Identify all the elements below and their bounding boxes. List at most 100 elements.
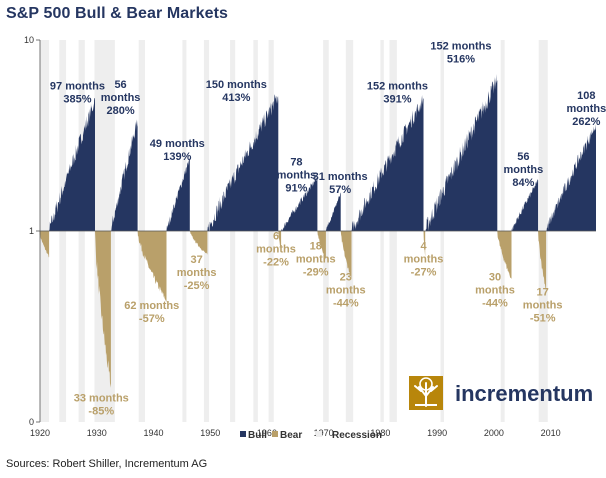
market-labels: 97 months 385%33 months -85%56 months 280%62… [50, 41, 606, 418]
label-line: months [326, 285, 366, 297]
bear-label: 23 months -44% [326, 272, 366, 310]
y-tick-label: 1 [29, 226, 34, 236]
bull-market-area [425, 74, 498, 231]
legend: Bull Bear Recession [240, 430, 382, 441]
label-line: 152 months [430, 41, 491, 53]
bear-market-area [340, 231, 352, 280]
logo: incrementum [409, 376, 593, 410]
legend-label-bull: Bull [248, 430, 267, 441]
x-tick-label: 2000 [484, 428, 504, 438]
label-line: 31 months [313, 171, 368, 183]
label-line: 280% [106, 105, 134, 117]
bull-label: 78 months 91% [277, 157, 317, 195]
bull-label: 56 months 84% [504, 151, 544, 189]
label-line: 23 [340, 272, 352, 284]
bear-market-area [538, 231, 547, 291]
label-line: 62 months [124, 300, 179, 312]
x-tick-label: 1990 [427, 428, 447, 438]
label-line: 56 [114, 79, 126, 91]
bull-label: 150 months 413% [206, 79, 267, 104]
legend-swatch-recession [316, 431, 322, 437]
label-line: 139% [163, 151, 191, 163]
label-line: 108 [577, 90, 595, 102]
label-line: 33 months [74, 393, 129, 405]
label-line: 91% [285, 183, 307, 195]
label-line: 413% [222, 92, 250, 104]
label-line: months [504, 164, 544, 176]
source-note: Sources: Robert Shiller, Incrementum AG [6, 458, 208, 470]
bull-market-area [49, 98, 95, 231]
bull-label: 49 months 139% [150, 138, 205, 163]
label-line: months [566, 103, 606, 115]
tree-icon [409, 376, 443, 410]
bear-label: 6 months -22% [256, 231, 296, 269]
label-line: 56 [517, 151, 529, 163]
bear-market-area [317, 231, 326, 260]
x-tick-label: 1930 [87, 428, 107, 438]
bear-label: 33 months -85% [74, 393, 129, 418]
label-line: -44% [482, 298, 508, 310]
bear-market-area [95, 231, 111, 389]
label-line: -85% [88, 406, 114, 418]
label-line: 78 [290, 157, 302, 169]
label-line: months [256, 244, 296, 256]
legend-swatch-bull [240, 431, 246, 437]
label-line: 6 [273, 231, 279, 243]
label-line: 30 [489, 272, 501, 284]
bear-market-area [497, 231, 512, 280]
bull-label: 152 months 516% [430, 41, 491, 66]
bull-market-area [110, 119, 138, 231]
legend-swatch-bear [272, 431, 278, 437]
x-tick-label: 1950 [200, 428, 220, 438]
bull-market-area [281, 177, 318, 231]
label-line: -22% [263, 257, 289, 269]
x-tick-label: 1920 [30, 428, 50, 438]
label-line: -27% [411, 267, 437, 279]
bear-market-area [278, 231, 282, 252]
x-tick-label: 1980 [370, 428, 390, 438]
label-line: 17 [537, 286, 549, 298]
label-line: 18 [310, 241, 322, 253]
bear-label: 4 months -27% [404, 241, 444, 279]
label-line: months [101, 92, 141, 104]
bull-label: 31 months 57% [313, 171, 368, 196]
label-line: -44% [333, 298, 359, 310]
y-tick-label: 0 [29, 417, 34, 427]
label-line: 385% [63, 94, 91, 106]
label-line: 4 [420, 241, 427, 253]
bull-label: 56 months 280% [101, 79, 141, 117]
label-line: -25% [184, 280, 210, 292]
label-line: months [404, 254, 444, 266]
y-tick-label: 10 [24, 35, 34, 45]
bear-label: 30 months -44% [475, 272, 515, 310]
label-line: months [177, 267, 217, 279]
label-line: 516% [447, 54, 475, 66]
bull-market-area [207, 94, 279, 231]
label-line: 49 months [150, 138, 205, 150]
label-line: 57% [329, 184, 351, 196]
x-tick-label: 1960 [257, 428, 277, 438]
label-line: 391% [383, 94, 411, 106]
bear-market-area [189, 231, 208, 255]
chart-title: S&P 500 Bull & Bear Markets [6, 5, 229, 22]
label-line: 152 months [367, 81, 428, 93]
label-line: 150 months [206, 79, 267, 91]
label-line: months [277, 170, 317, 182]
x-tick-label: 1940 [143, 428, 163, 438]
x-tick-label: 2010 [541, 428, 561, 438]
legend-label-recession: Recession [332, 430, 382, 441]
bull-market-area [166, 157, 190, 231]
bear-market-area [39, 231, 50, 258]
x-axis-ticks: 1920 1930 1940 1950 1960 1970 1980 1990 2000 2010 [30, 428, 561, 438]
x-tick-label: 1970 [314, 428, 334, 438]
bull-label: 108 months 262% [566, 90, 606, 128]
label-line: -57% [139, 313, 165, 325]
bull-market-area [325, 192, 341, 231]
bull-label: 152 months 391% [367, 81, 428, 106]
label-line: 262% [572, 116, 600, 128]
label-line: months [296, 254, 336, 266]
logo-text: incrementum [455, 381, 593, 406]
label-line: 97 months [50, 81, 105, 93]
bull-label: 97 months 385% [50, 81, 105, 106]
